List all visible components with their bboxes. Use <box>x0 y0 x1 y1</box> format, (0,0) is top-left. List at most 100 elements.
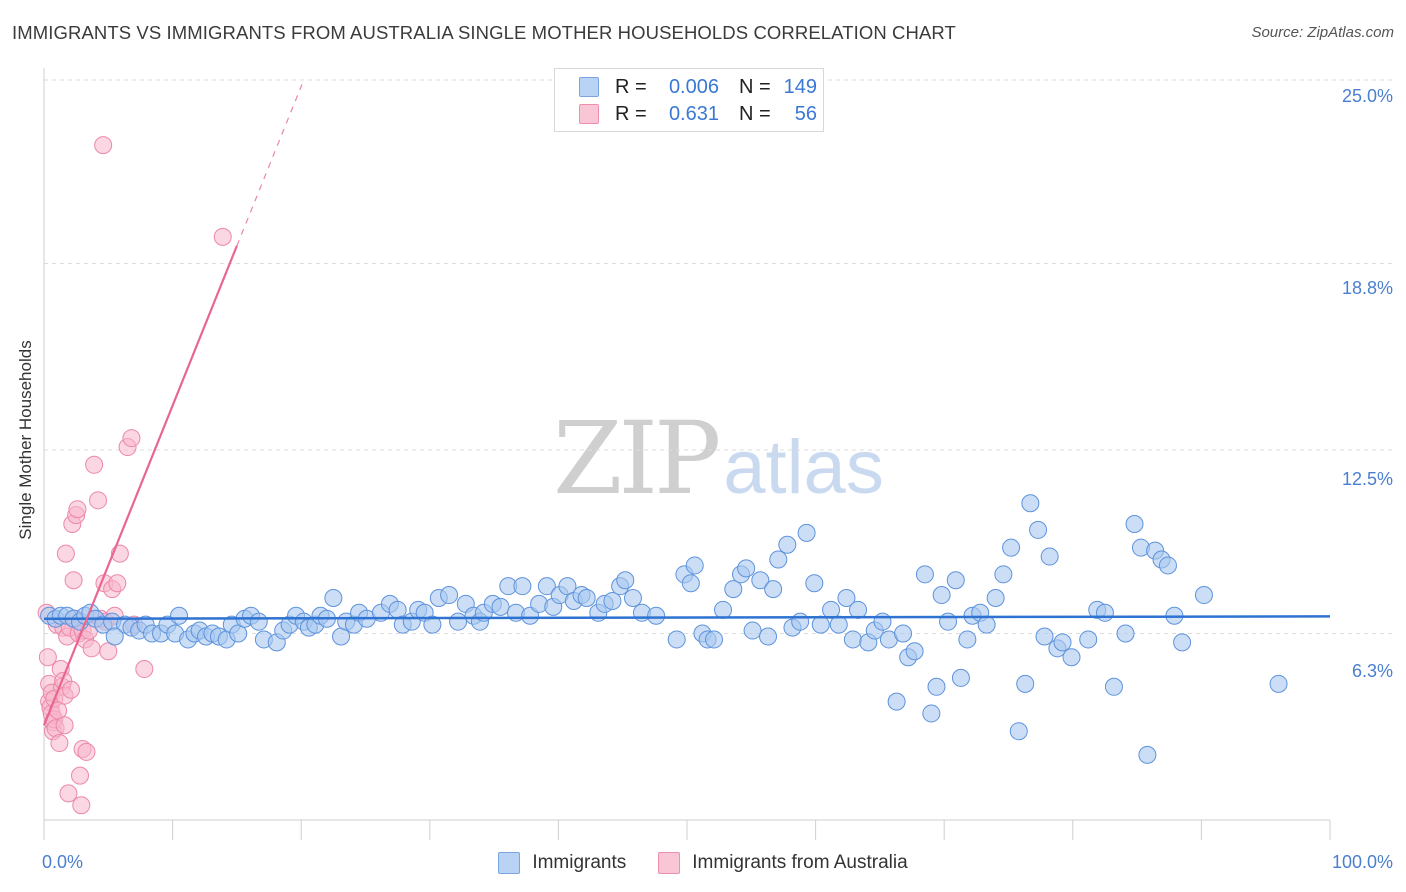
point-immigrants-120 <box>905 642 924 661</box>
point-immigrants-32 <box>249 612 268 631</box>
point-australia-21 <box>56 544 75 563</box>
point-immigrants-146 <box>1095 603 1114 622</box>
point-immigrants-151 <box>1138 745 1157 764</box>
point-immigrants-77 <box>577 589 596 607</box>
trend-line-australia-extension <box>236 79 305 246</box>
legend-r-label: R = <box>615 75 647 98</box>
point-immigrants-65 <box>491 597 510 616</box>
point-immigrants-96 <box>737 559 756 578</box>
point-immigrants-138 <box>1029 520 1048 539</box>
point-immigrants-107 <box>811 615 830 634</box>
legend-n-label: N = <box>739 75 771 98</box>
point-immigrants-142 <box>1053 633 1072 652</box>
point-immigrants-104 <box>791 612 810 631</box>
point-immigrants-92 <box>705 630 724 649</box>
legend-row-immigrants: R = 0.006 N = 149 <box>579 75 817 99</box>
point-immigrants-82 <box>616 571 635 590</box>
point-immigrants-125 <box>939 612 958 631</box>
legend-item-australia: Immigrants from Australia <box>658 852 908 874</box>
point-immigrants-147 <box>1104 677 1123 696</box>
point-immigrants-115 <box>873 612 892 631</box>
point-immigrants-148 <box>1116 624 1135 643</box>
point-australia-27 <box>64 571 83 590</box>
point-immigrants-20 <box>170 606 189 625</box>
point-immigrants-131 <box>977 615 996 634</box>
axes <box>43 68 1331 840</box>
point-immigrants-110 <box>837 589 856 607</box>
point-immigrants-127 <box>951 668 970 687</box>
point-immigrants-137 <box>1021 494 1040 513</box>
point-immigrants-149 <box>1125 515 1144 533</box>
y-axis-label: Single Mother Households <box>16 340 35 540</box>
point-immigrants-154 <box>1158 556 1177 575</box>
legend-label-immigrants: Immigrants <box>532 852 627 873</box>
legend-n-value: 56 <box>794 102 817 125</box>
point-immigrants-106 <box>805 574 824 593</box>
point-immigrants-59 <box>449 612 468 631</box>
point-australia-54 <box>135 660 154 679</box>
point-immigrants-88 <box>681 574 700 593</box>
point-immigrants-121 <box>915 565 934 584</box>
point-immigrants-83 <box>623 589 642 607</box>
series-legend: Immigrants Immigrants from Australia <box>0 852 1406 874</box>
legend-r-value: 0.006 <box>668 75 719 98</box>
point-immigrants-86 <box>667 630 686 649</box>
point-immigrants-102 <box>778 535 797 554</box>
point-immigrants-100 <box>764 580 783 599</box>
point-australia-40 <box>85 455 104 474</box>
point-australia-30 <box>68 500 87 519</box>
point-immigrants-140 <box>1040 547 1059 566</box>
x-tick-label-max: 100.0% <box>1331 852 1393 872</box>
point-immigrants-156 <box>1173 633 1192 652</box>
point-immigrants-143 <box>1062 648 1081 667</box>
y-tick-label-12-5: 12.5% <box>1341 469 1393 489</box>
trend-line-australia <box>42 245 238 726</box>
point-immigrants-105 <box>797 523 816 542</box>
legend-n-value: 149 <box>783 75 817 98</box>
legend-swatch-blue <box>579 77 599 97</box>
point-immigrants-109 <box>829 615 848 634</box>
point-australia-1 <box>38 648 57 667</box>
point-immigrants-122 <box>922 704 941 723</box>
point-immigrants-134 <box>1002 538 1021 557</box>
point-immigrants-85 <box>647 606 666 625</box>
point-australia-20 <box>55 716 74 735</box>
legend-r-label: R = <box>615 102 647 125</box>
gridlines <box>44 79 1392 635</box>
point-australia-46 <box>99 642 118 661</box>
point-australia-41 <box>89 491 108 510</box>
source-label: Source: ZipAtlas.com <box>1251 24 1394 41</box>
legend-row-australia: R = 0.631 N = 56 <box>579 102 817 126</box>
point-immigrants-101 <box>769 550 788 569</box>
series-australia-points <box>37 136 232 815</box>
correlation-legend: R = 0.006 N = 149 R = 0.631 N = 56 <box>554 68 824 132</box>
point-immigrants-133 <box>994 565 1013 584</box>
point-australia-55 <box>213 227 232 246</box>
point-australia-37 <box>77 742 96 761</box>
y-tick-label-6-3: 6.3% <box>1351 661 1393 681</box>
legend-r-value: 0.631 <box>668 102 719 125</box>
point-australia-25 <box>62 680 81 699</box>
point-immigrants-124 <box>932 586 951 605</box>
point-immigrants-43 <box>324 589 343 607</box>
point-australia-23 <box>59 784 78 803</box>
point-immigrants-99 <box>759 627 778 646</box>
trend-lines <box>42 79 1331 726</box>
point-immigrants-93 <box>714 600 733 619</box>
point-immigrants-112 <box>849 600 868 619</box>
point-immigrants-56 <box>423 615 442 634</box>
point-immigrants-157 <box>1194 586 1213 605</box>
trend-line-immigrants <box>43 615 1331 620</box>
legend-swatch-immigrants <box>498 852 521 874</box>
point-immigrants-94 <box>724 580 743 599</box>
point-immigrants-158 <box>1269 674 1288 693</box>
legend-label-australia: Immigrants from Australia <box>692 852 908 873</box>
point-australia-32 <box>71 766 90 785</box>
point-immigrants-111 <box>843 630 862 649</box>
point-immigrants-126 <box>946 571 965 590</box>
point-australia-43 <box>94 136 113 155</box>
point-immigrants-80 <box>603 591 622 610</box>
point-immigrants-68 <box>513 577 532 596</box>
point-immigrants-144 <box>1079 630 1098 649</box>
